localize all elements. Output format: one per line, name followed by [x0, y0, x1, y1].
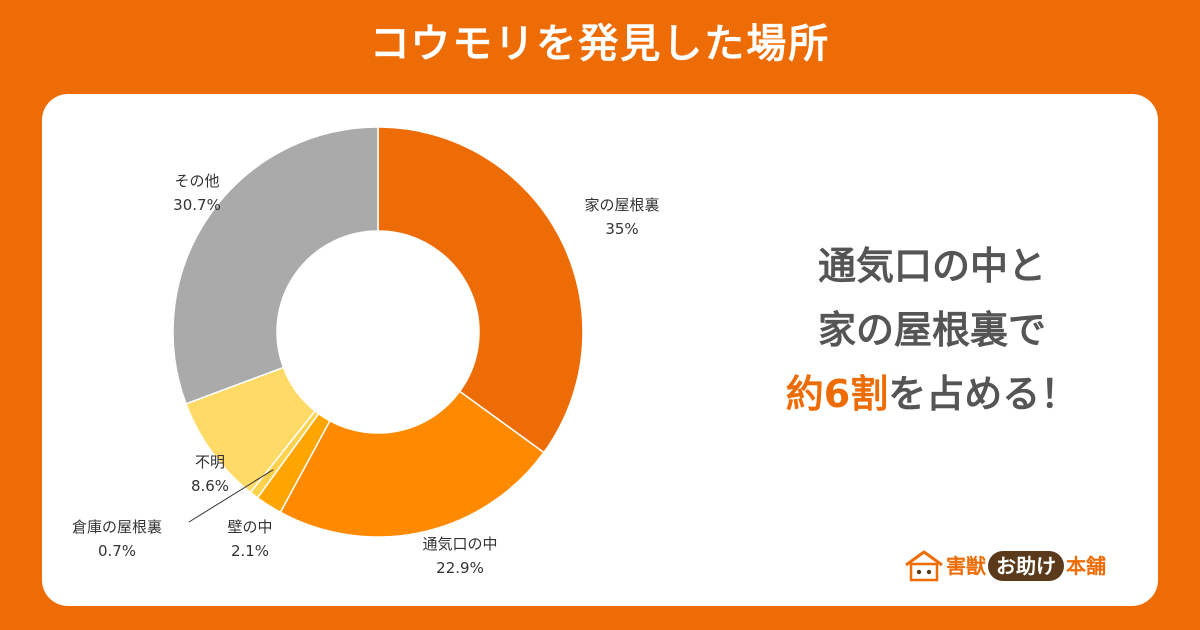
slice-value-label: 30.7% [173, 196, 221, 214]
slice-label: 通気口の中 [422, 535, 497, 553]
chart-slices [172, 126, 584, 538]
headline: 通気口の中と 家の屋根裏で 約6割を占める！ [732, 234, 1132, 426]
slice-value-label: 2.1% [231, 542, 269, 560]
brand-text-1: 害獣 [946, 554, 986, 578]
chart-card: 家の屋根裏 35% 通気口の中 22.9% 壁の中 2.1% 倉庫の屋根裏 0.7% 不明 8.6… [42, 94, 1158, 606]
headline-accent: 約6割 [785, 372, 889, 416]
slice-value-label: 22.9% [436, 559, 484, 577]
slice-label: 倉庫の屋根裏 [72, 518, 162, 536]
page-title: コウモリを発見した場所 [369, 21, 831, 67]
slice-label: 不明 [195, 453, 225, 471]
brand-text-3: 本舗 [1066, 554, 1106, 578]
headline-line-2: 家の屋根裏で [817, 308, 1046, 352]
donut-slice-その他 [172, 126, 379, 405]
headline-line-3: 約6割を占める！ [732, 362, 1132, 426]
slice-label: その他 [174, 172, 219, 190]
donut-slice-通気口の中 [279, 390, 545, 538]
headline-line-1: 通気口の中と [817, 244, 1046, 288]
brand-logo: 害獣 お助け 本舗 [902, 549, 1106, 583]
headline-line-3-rest: を占める！ [888, 372, 1079, 416]
donut-slice-家の屋根裏 [377, 126, 584, 454]
slice-label: 家の屋根裏 [584, 196, 659, 214]
label-leader-line [188, 469, 274, 523]
donut-chart: 家の屋根裏 35% 通気口の中 22.9% 壁の中 2.1% 倉庫の屋根裏 0.7% 不明 8.6… [72, 126, 660, 577]
slice-value-label: 0.7% [98, 542, 136, 560]
brand-text-2: お助け [988, 551, 1064, 581]
house-logo-icon [905, 550, 943, 582]
slice-value-label: 35% [605, 220, 638, 238]
slice-label: 壁の中 [227, 518, 272, 536]
chart-labels: 家の屋根裏 35% 通気口の中 22.9% 壁の中 2.1% 倉庫の屋根裏 0.7% 不明 8.6… [72, 172, 660, 577]
slice-value-label: 8.6% [191, 477, 229, 495]
